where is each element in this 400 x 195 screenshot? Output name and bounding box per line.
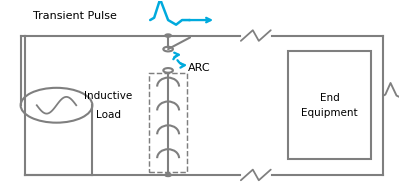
Text: Equipment: Equipment [301,108,358,118]
Text: ARC: ARC [188,63,211,74]
Text: Inductive: Inductive [84,90,132,101]
Bar [150,73,187,172]
Text: Load: Load [96,110,121,120]
Text: End: End [320,92,340,103]
Circle shape [165,34,171,37]
Circle shape [165,173,171,176]
Text: Transient Pulse: Transient Pulse [32,11,116,21]
Bar [288,51,372,160]
